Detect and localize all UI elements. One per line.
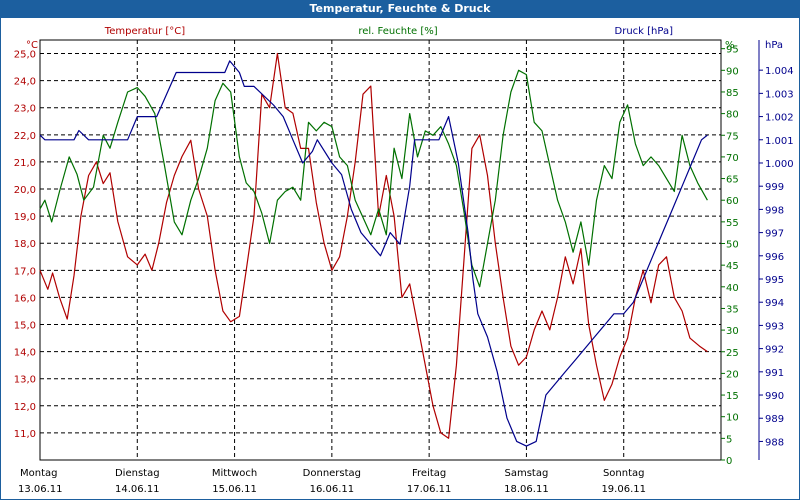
humidity-tick-label: 85 (726, 88, 739, 99)
pressure-tick-label: 1.004 (765, 66, 794, 77)
window-title: Temperatur, Feuchte & Druck (0, 0, 800, 18)
humidity-tick-label: 80 (726, 110, 739, 121)
x-day-label: Samstag (505, 468, 549, 479)
temp-tick-label: 12,0 (14, 402, 36, 413)
pressure-tick-label: 993 (765, 321, 784, 332)
pressure-tick-label: 1.002 (765, 113, 794, 124)
x-date-label: 19.06.11 (601, 484, 646, 495)
pressure-tick-label: 999 (765, 182, 784, 193)
humidity-unit: % (725, 40, 735, 51)
pressure-tick-label: 1.000 (765, 159, 794, 170)
temperature-unit: °C (26, 40, 38, 51)
humidity-tick-label: 30 (726, 326, 739, 337)
temp-tick-label: 11,0 (14, 429, 36, 440)
legend-entry: rel. Feuchte [%] (358, 26, 437, 37)
temp-tick-label: 13,0 (14, 375, 36, 386)
humidity-tick-label: 60 (726, 196, 739, 207)
humidity-tick-label: 10 (726, 413, 739, 424)
humidity-tick-label: 55 (726, 218, 739, 229)
humidity-tick-label: 95 (726, 45, 739, 56)
pressure-tick-label: 998 (765, 205, 784, 216)
temp-tick-label: 23,0 (14, 104, 36, 115)
humidity-tick-label: 75 (726, 131, 739, 142)
series-line-temperature (39, 52, 708, 439)
x-day-label: Sonntag (603, 468, 645, 479)
humidity-tick-label: 90 (726, 66, 739, 77)
temp-tick-label: 25,0 (14, 50, 36, 61)
legend-entry: Temperatur [°C] (104, 26, 185, 37)
temp-tick-label: 24,0 (14, 77, 36, 88)
axes (39, 39, 763, 461)
pressure-tick-label: 994 (765, 298, 784, 309)
tick-labels: 25,0 24,0 23,0 22,0 21,0 20,0 19,0 18,0 17,0 16,0… (14, 26, 794, 495)
series-group (39, 52, 708, 447)
temp-tick-label: 21,0 (14, 158, 36, 169)
series-line-pressure (39, 60, 708, 447)
temp-tick-label: 14,0 (14, 348, 36, 359)
temp-tick-label: 19,0 (14, 212, 36, 223)
temp-tick-label: 18,0 (14, 239, 36, 250)
pressure-unit: hPa (765, 40, 783, 51)
x-date-label: 13.06.11 (18, 484, 63, 495)
temp-tick-label: 17,0 (14, 266, 36, 277)
humidity-tick-label: 45 (726, 261, 739, 272)
humidity-tick-label: 50 (726, 240, 739, 251)
pressure-tick-label: 989 (765, 414, 784, 425)
x-day-label: Mittwoch (212, 468, 257, 479)
humidity-tick-label: 15 (726, 391, 739, 402)
temp-tick-label: 15,0 (14, 321, 36, 332)
plot-area (39, 39, 722, 461)
x-date-label: 18.06.11 (504, 484, 549, 495)
pressure-tick-label: 990 (765, 391, 784, 402)
humidity-tick-label: 70 (726, 153, 739, 164)
x-date-label: 17.06.11 (407, 484, 452, 495)
pressure-tick-label: 988 (765, 437, 784, 448)
pressure-tick-label: 1.003 (765, 89, 794, 100)
x-date-label: 16.06.11 (310, 484, 355, 495)
humidity-tick-label: 25 (726, 348, 739, 359)
x-date-label: 15.06.11 (212, 484, 257, 495)
humidity-tick-label: 0 (726, 456, 732, 467)
pressure-tick-label: 997 (765, 229, 784, 240)
pressure-tick-label: 1.001 (765, 136, 794, 147)
temp-tick-label: 22,0 (14, 131, 36, 142)
x-day-label: Montag (20, 468, 57, 479)
humidity-tick-label: 20 (726, 369, 739, 380)
x-date-label: 14.06.11 (115, 484, 160, 495)
humidity-tick-label: 5 (726, 434, 732, 445)
pressure-tick-label: 995 (765, 275, 784, 286)
humidity-tick-label: 65 (726, 175, 739, 186)
humidity-tick-label: 40 (726, 283, 739, 294)
x-day-label: Dienstag (115, 468, 160, 479)
humidity-tick-label: 35 (726, 304, 739, 315)
x-day-label: Donnerstag (303, 468, 361, 479)
series-line-humidity (39, 69, 708, 288)
temp-tick-label: 20,0 (14, 185, 36, 196)
x-day-label: Freitag (412, 468, 446, 479)
pressure-tick-label: 991 (765, 368, 784, 379)
legend-entry: Druck [hPa] (615, 26, 674, 37)
grid (40, 40, 721, 460)
pressure-tick-label: 992 (765, 345, 784, 356)
pressure-tick-label: 996 (765, 252, 784, 263)
temp-tick-label: 16,0 (14, 293, 36, 304)
